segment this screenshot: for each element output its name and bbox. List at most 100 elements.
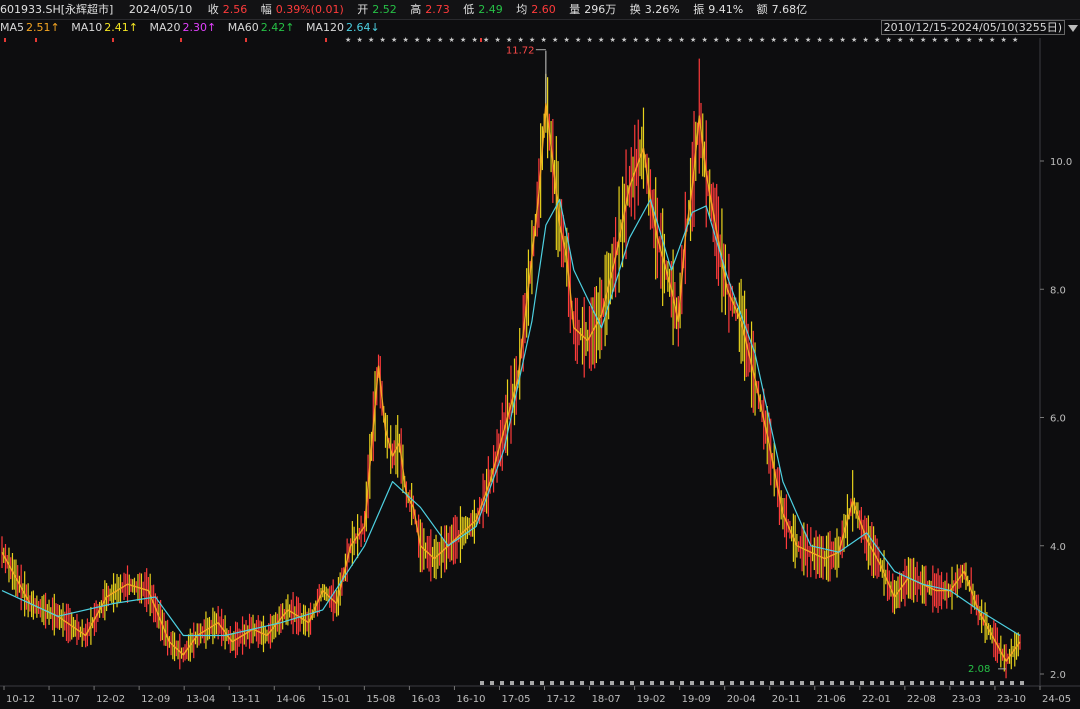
event-marker <box>900 681 904 685</box>
x-tick-label: 10-12 <box>6 694 35 705</box>
y-tick-label: 2.0 <box>1050 670 1066 681</box>
event-marker <box>770 681 774 685</box>
signal-mark: ★ <box>644 36 650 44</box>
event-marker <box>790 681 794 685</box>
x-tick-label: 12-09 <box>141 694 170 705</box>
signal-mark: ★ <box>771 36 777 44</box>
signal-mark: ★ <box>679 36 685 44</box>
signal-mark: ★ <box>460 36 466 44</box>
event-marker <box>840 681 844 685</box>
ma60-label: MA60 <box>227 21 259 34</box>
signal-mark: ★ <box>736 36 742 44</box>
ma120-value: 2.64↓ <box>345 21 380 34</box>
x-tick-label: 19-02 <box>637 694 666 705</box>
signal-mark: ★ <box>552 36 558 44</box>
event-marker <box>710 681 714 685</box>
event-marker <box>950 681 954 685</box>
signal-mark: ★ <box>920 36 926 44</box>
event-marker <box>880 681 884 685</box>
event-flag <box>245 38 247 42</box>
ma20-label: MA20 <box>149 21 181 34</box>
signal-mark: ★ <box>863 36 869 44</box>
event-marker <box>560 681 564 685</box>
signal-mark: ★ <box>472 36 478 44</box>
vol-value: 296万 <box>584 3 617 16</box>
event-marker <box>730 681 734 685</box>
event-marker <box>780 681 784 685</box>
event-flag <box>112 38 114 42</box>
signal-mark: ★ <box>368 36 374 44</box>
event-marker <box>660 681 664 685</box>
signal-mark: ★ <box>759 36 765 44</box>
event-marker <box>530 681 534 685</box>
signal-mark: ★ <box>713 36 719 44</box>
event-marker <box>960 681 964 685</box>
x-tick-label: 16-03 <box>411 694 440 705</box>
event-marker <box>850 681 854 685</box>
amt-label: 额 <box>756 3 768 16</box>
x-tick-label: 20-11 <box>772 694 801 705</box>
signal-mark: ★ <box>886 36 892 44</box>
event-marker <box>570 681 574 685</box>
x-tick-label: 23-10 <box>997 694 1026 705</box>
signal-mark: ★ <box>1001 36 1007 44</box>
x-tick-label: 13-04 <box>186 694 215 705</box>
event-marker <box>700 681 704 685</box>
event-marker <box>910 681 914 685</box>
x-tick-label: 15-01 <box>321 694 350 705</box>
event-marker <box>1000 681 1004 685</box>
signal-mark: ★ <box>690 36 696 44</box>
signal-mark: ★ <box>1012 36 1018 44</box>
signal-mark: ★ <box>667 36 673 44</box>
event-flag <box>35 38 37 42</box>
turn-value: 3.26% <box>644 3 680 16</box>
event-flag <box>180 38 182 42</box>
x-tick-label: 16-10 <box>456 694 485 705</box>
ma60-value: 2.42↑ <box>260 21 295 34</box>
event-marker <box>490 681 494 685</box>
signal-mark: ★ <box>426 36 432 44</box>
quote-bar: 601933.SH[永辉超市] 2024/05/10 收 2.56 幅 0.39%(… <box>0 0 1080 20</box>
x-tick-label: 17-05 <box>501 694 530 705</box>
signal-mark: ★ <box>495 36 501 44</box>
event-marker <box>480 681 484 685</box>
signal-mark: ★ <box>966 36 972 44</box>
x-tick-label: 11-07 <box>51 694 80 705</box>
event-marker <box>940 681 944 685</box>
x-tick-label: 21-06 <box>817 694 846 705</box>
ma-legend: MA5 2.51↑ MA10 2.41↑ MA20 2.30↑ MA60 2.42↑ M… <box>0 19 1080 36</box>
x-tick-label: 23-03 <box>952 694 981 705</box>
signal-mark: ★ <box>483 36 489 44</box>
signal-mark: ★ <box>909 36 915 44</box>
signal-mark: ★ <box>598 36 604 44</box>
event-marker <box>620 681 624 685</box>
low-value: 2.49 <box>478 3 503 16</box>
signal-mark: ★ <box>725 36 731 44</box>
event-marker <box>980 681 984 685</box>
amp-label: 幅 <box>260 3 272 16</box>
event-marker <box>990 681 994 685</box>
signal-mark: ★ <box>380 36 386 44</box>
event-marker <box>820 681 824 685</box>
open-label: 开 <box>357 3 369 16</box>
signal-mark: ★ <box>782 36 788 44</box>
event-marker <box>810 681 814 685</box>
x-tick-label: 19-09 <box>682 694 711 705</box>
avg-label: 均 <box>516 3 528 16</box>
x-tick-label: 14-06 <box>276 694 305 705</box>
y-tick-label: 4.0 <box>1050 542 1066 553</box>
signal-mark: ★ <box>978 36 984 44</box>
signal-mark: ★ <box>817 36 823 44</box>
y-tick-label: 6.0 <box>1050 414 1066 425</box>
ma120-item: MA120 2.64↓ <box>306 21 380 34</box>
ma5-value: 2.51↑ <box>26 21 60 34</box>
swing-value: 9.41% <box>708 3 744 16</box>
date-range[interactable]: 2010/12/15-2024/05/10(3255日) <box>880 19 1078 36</box>
x-tick-label: 22-08 <box>907 694 936 705</box>
y-tick-label: 10.0 <box>1050 157 1072 168</box>
amp-value: 0.39%(0.01) <box>275 3 344 16</box>
x-tick-label: 13-11 <box>231 694 260 705</box>
dropdown-arrow-icon[interactable] <box>1068 24 1078 32</box>
series-line <box>1 102 1021 662</box>
